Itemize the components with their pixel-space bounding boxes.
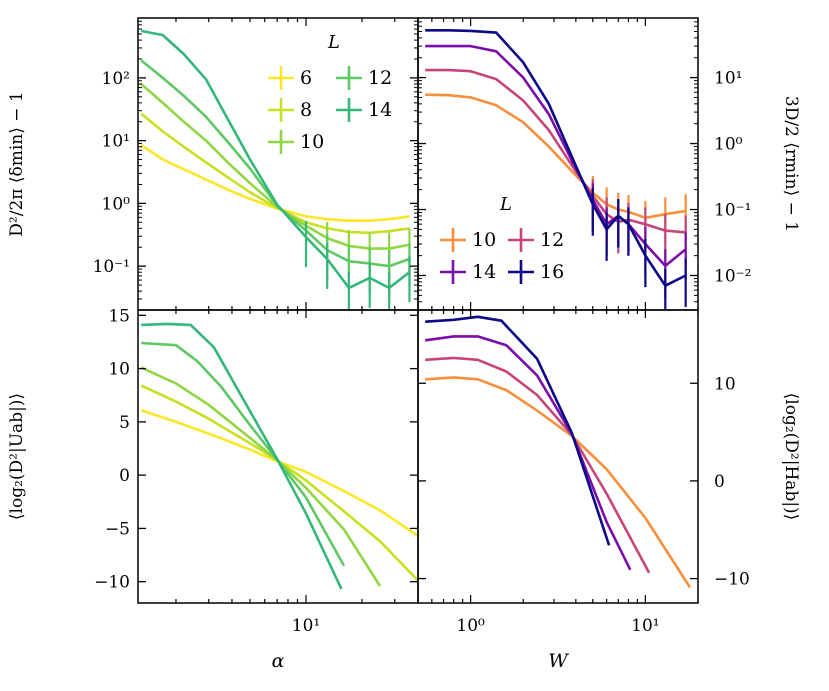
axes-frame xyxy=(137,309,419,604)
legend-label: 10 xyxy=(300,131,324,153)
legend-label: 12 xyxy=(540,229,564,251)
y-tick-label: 10¹ xyxy=(102,132,130,152)
legend-label: 8 xyxy=(300,99,312,121)
axes-frame xyxy=(417,309,699,604)
legend-title: L xyxy=(327,32,340,53)
legend-item-L10: 10 xyxy=(440,228,496,252)
series-line-L6 xyxy=(140,144,410,222)
legend-title: L xyxy=(499,194,512,215)
legend-label: 6 xyxy=(300,67,312,89)
panel-top-right: 10⁻² 10⁻¹ 10⁰ 10¹ 3D/2 ⟨rmin⟩ − 1 L10 12 14 16 xyxy=(417,17,801,311)
x-axis-label: W xyxy=(548,650,569,672)
series-line-L14 xyxy=(141,322,343,590)
y-tick-label: 10⁻¹ xyxy=(93,257,130,277)
y-tick-label: 10² xyxy=(102,69,130,89)
series-line-L12 xyxy=(425,356,651,574)
series-line-L14 xyxy=(425,335,632,571)
x-tick-label: 10¹ xyxy=(631,616,659,636)
legend-label: 12 xyxy=(368,67,392,89)
series-line-L10 xyxy=(140,366,382,587)
x-tick-label: 10¹ xyxy=(292,616,320,636)
series-line-L12 xyxy=(141,341,346,567)
y-axis-label: 3D/2 ⟨rmin⟩ − 1 xyxy=(781,96,801,232)
x-tick-label: 10⁰ xyxy=(456,616,485,636)
legend-label: 10 xyxy=(472,229,496,251)
x-axis-label: α xyxy=(272,650,285,672)
series-line-L16 xyxy=(425,315,611,546)
y-tick-label: 0 xyxy=(714,472,725,492)
series-line-L8 xyxy=(140,112,410,235)
legend: L10 12 14 16 xyxy=(440,194,564,284)
y-tick-label: 5 xyxy=(119,413,130,433)
series-line-L12 xyxy=(425,68,686,234)
y-axis-label: ⟨log₂(D²|Uab|)⟩ xyxy=(7,393,27,520)
series-line-L8 xyxy=(140,384,418,582)
y-axis-label: ⟨log₂(D²|Hab|)⟩ xyxy=(781,393,801,521)
legend-item-L14: 14 xyxy=(440,260,496,284)
y-tick-label: 10⁰ xyxy=(102,194,131,214)
legend-item-L14: 14 xyxy=(336,98,392,122)
legend-label: 14 xyxy=(472,261,496,283)
axes-frame xyxy=(137,17,419,311)
panel-top-left: 10⁻¹ 10⁰ 10¹ 10² D²/2π ⟨δmin⟩ − 1 L6 8 10 12 14 xyxy=(7,17,419,311)
y-tick-label: −5 xyxy=(105,519,130,539)
series-group xyxy=(140,29,411,310)
legend-label: 14 xyxy=(368,99,392,121)
y-axis-label: D²/2π ⟨δmin⟩ − 1 xyxy=(7,91,27,236)
panel-bottom-left: −10 −5 0 5 10 15 10¹ α ⟨log₂(D²|Uab|)⟩ xyxy=(7,306,419,672)
y-tick-label: 10⁻² xyxy=(714,267,751,287)
series-group xyxy=(425,28,687,310)
legend-item-L12: 12 xyxy=(336,66,392,90)
legend-item-L12: 12 xyxy=(508,228,564,252)
legend-item-L6: 6 xyxy=(268,66,312,90)
y-tick-label: 10⁰ xyxy=(714,135,743,155)
y-tick-label: 0 xyxy=(119,466,130,486)
y-tick-label: 10 xyxy=(108,360,130,380)
series-line-L10 xyxy=(425,93,686,220)
y-tick-label: −10 xyxy=(94,573,130,593)
series-line-L10 xyxy=(425,376,692,589)
y-tick-label: 15 xyxy=(108,306,130,326)
legend-item-L10: 10 xyxy=(268,130,324,154)
legend-item-L16: 16 xyxy=(508,260,564,284)
y-tick-label: 10¹ xyxy=(714,69,742,89)
y-tick-label: 10⁻¹ xyxy=(714,201,751,221)
series-line-L6 xyxy=(140,408,418,537)
series-group xyxy=(140,322,418,590)
legend-label: 16 xyxy=(540,261,564,283)
y-tick-label: −10 xyxy=(714,570,750,590)
series-line-L16 xyxy=(425,28,687,288)
series-group xyxy=(425,315,692,589)
panel-bottom-right: −10 0 10 10⁰ 10¹ W ⟨log₂(D²|Hab|)⟩ xyxy=(417,309,801,672)
y-tick-label: 10 xyxy=(714,374,736,394)
legend-item-L8: 8 xyxy=(268,98,312,122)
legend: L6 8 10 12 14 xyxy=(268,32,392,154)
